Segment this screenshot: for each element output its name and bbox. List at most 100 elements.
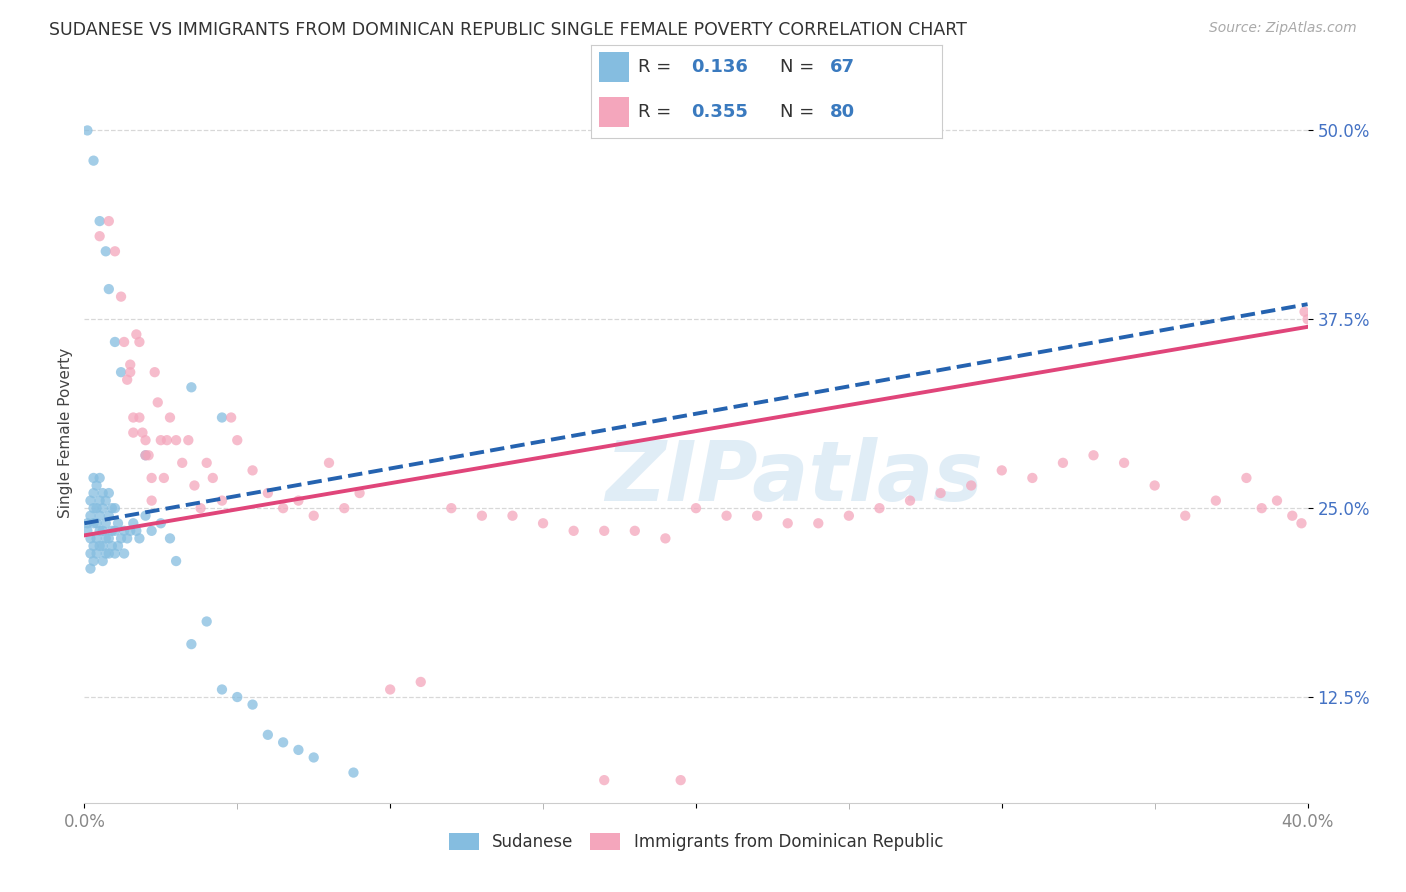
Sudanese — [89, 524, 111, 538]
Immigrants from Dominican Republic — [141, 493, 163, 508]
Sudanese — [89, 508, 111, 523]
Text: N =: N = — [780, 58, 820, 76]
Immigrants from Dominican Republic — [115, 373, 138, 387]
Sudanese — [125, 524, 148, 538]
Sudanese — [226, 690, 249, 704]
Sudanese — [97, 486, 120, 500]
Sudanese — [287, 743, 309, 757]
Immigrants from Dominican Republic — [138, 448, 160, 462]
Immigrants from Dominican Republic — [120, 358, 142, 372]
Immigrants from Dominican Republic — [183, 478, 205, 492]
Sudanese — [91, 554, 114, 568]
Immigrants from Dominican Republic — [716, 508, 738, 523]
Immigrants from Dominican Republic — [898, 493, 921, 508]
Immigrants from Dominican Republic — [177, 433, 200, 447]
Immigrants from Dominican Republic — [257, 486, 280, 500]
Sudanese — [86, 516, 108, 531]
Immigrants from Dominican Republic — [333, 501, 356, 516]
Immigrants from Dominican Republic — [122, 425, 145, 440]
Sudanese — [195, 615, 218, 629]
Immigrants from Dominican Republic — [685, 501, 707, 516]
Sudanese — [211, 682, 233, 697]
Sudanese — [79, 547, 101, 561]
Bar — [599, 97, 630, 127]
Immigrants from Dominican Republic — [1143, 478, 1166, 492]
Immigrants from Dominican Republic — [593, 773, 616, 788]
Text: ZIPatlas: ZIPatlas — [605, 436, 983, 517]
Immigrants from Dominican Republic — [1294, 304, 1316, 318]
Sudanese — [89, 471, 111, 485]
Sudanese — [86, 547, 108, 561]
Immigrants from Dominican Republic — [776, 516, 799, 531]
Sudanese — [115, 532, 138, 546]
Sudanese — [79, 561, 101, 575]
Sudanese — [94, 244, 117, 259]
Immigrants from Dominican Republic — [149, 433, 172, 447]
Sudanese — [211, 410, 233, 425]
Sudanese — [79, 493, 101, 508]
Immigrants from Dominican Republic — [929, 486, 952, 500]
Sudanese — [112, 547, 135, 561]
Sudanese — [242, 698, 264, 712]
Immigrants from Dominican Republic — [201, 471, 224, 485]
Immigrants from Dominican Republic — [172, 456, 194, 470]
Immigrants from Dominican Republic — [122, 410, 145, 425]
Immigrants from Dominican Republic — [159, 410, 181, 425]
Legend: Sudanese, Immigrants from Dominican Republic: Sudanese, Immigrants from Dominican Repu… — [443, 826, 949, 857]
Sudanese — [101, 539, 124, 553]
Sudanese — [97, 532, 120, 546]
Text: N =: N = — [780, 103, 820, 121]
Immigrants from Dominican Republic — [502, 508, 524, 523]
Sudanese — [110, 365, 132, 379]
Sudanese — [91, 501, 114, 516]
Sudanese — [94, 547, 117, 561]
Immigrants from Dominican Republic — [1083, 448, 1105, 462]
Text: Source: ZipAtlas.com: Source: ZipAtlas.com — [1209, 21, 1357, 36]
Immigrants from Dominican Republic — [156, 433, 179, 447]
Sudanese — [89, 539, 111, 553]
Sudanese — [94, 493, 117, 508]
Sudanese — [104, 524, 127, 538]
Sudanese — [83, 471, 105, 485]
Immigrants from Dominican Republic — [1114, 456, 1136, 470]
Sudanese — [104, 334, 127, 349]
Immigrants from Dominican Republic — [211, 493, 233, 508]
Sudanese — [89, 214, 111, 228]
Immigrants from Dominican Republic — [349, 486, 371, 500]
Text: SUDANESE VS IMMIGRANTS FROM DOMINICAN REPUBLIC SINGLE FEMALE POVERTY CORRELATION: SUDANESE VS IMMIGRANTS FROM DOMINICAN RE… — [49, 21, 967, 39]
Immigrants from Dominican Republic — [120, 365, 142, 379]
Y-axis label: Single Female Poverty: Single Female Poverty — [58, 348, 73, 517]
Text: R =: R = — [638, 103, 676, 121]
Sudanese — [97, 547, 120, 561]
Sudanese — [110, 532, 132, 546]
Text: 0.355: 0.355 — [690, 103, 748, 121]
Sudanese — [79, 508, 101, 523]
Immigrants from Dominican Republic — [97, 214, 120, 228]
Immigrants from Dominican Republic — [190, 501, 212, 516]
Immigrants from Dominican Republic — [143, 365, 166, 379]
Immigrants from Dominican Republic — [219, 410, 242, 425]
Sudanese — [120, 524, 142, 538]
Immigrants from Dominican Republic — [141, 471, 163, 485]
Sudanese — [159, 532, 181, 546]
Immigrants from Dominican Republic — [669, 773, 692, 788]
Immigrants from Dominican Republic — [747, 508, 769, 523]
Immigrants from Dominican Republic — [135, 433, 157, 447]
Immigrants from Dominican Republic — [380, 682, 402, 697]
Immigrants from Dominican Republic — [104, 244, 127, 259]
Sudanese — [86, 501, 108, 516]
Sudanese — [83, 539, 105, 553]
Sudanese — [149, 516, 172, 531]
Immigrants from Dominican Republic — [1296, 312, 1319, 326]
Immigrants from Dominican Republic — [1265, 493, 1288, 508]
Sudanese — [83, 516, 105, 531]
Sudanese — [101, 524, 124, 538]
Sudanese — [86, 478, 108, 492]
Sudanese — [180, 380, 202, 394]
Immigrants from Dominican Republic — [807, 516, 830, 531]
Immigrants from Dominican Republic — [562, 524, 585, 538]
Text: 0.136: 0.136 — [690, 58, 748, 76]
Sudanese — [257, 728, 280, 742]
Text: 80: 80 — [830, 103, 855, 121]
Sudanese — [97, 508, 120, 523]
